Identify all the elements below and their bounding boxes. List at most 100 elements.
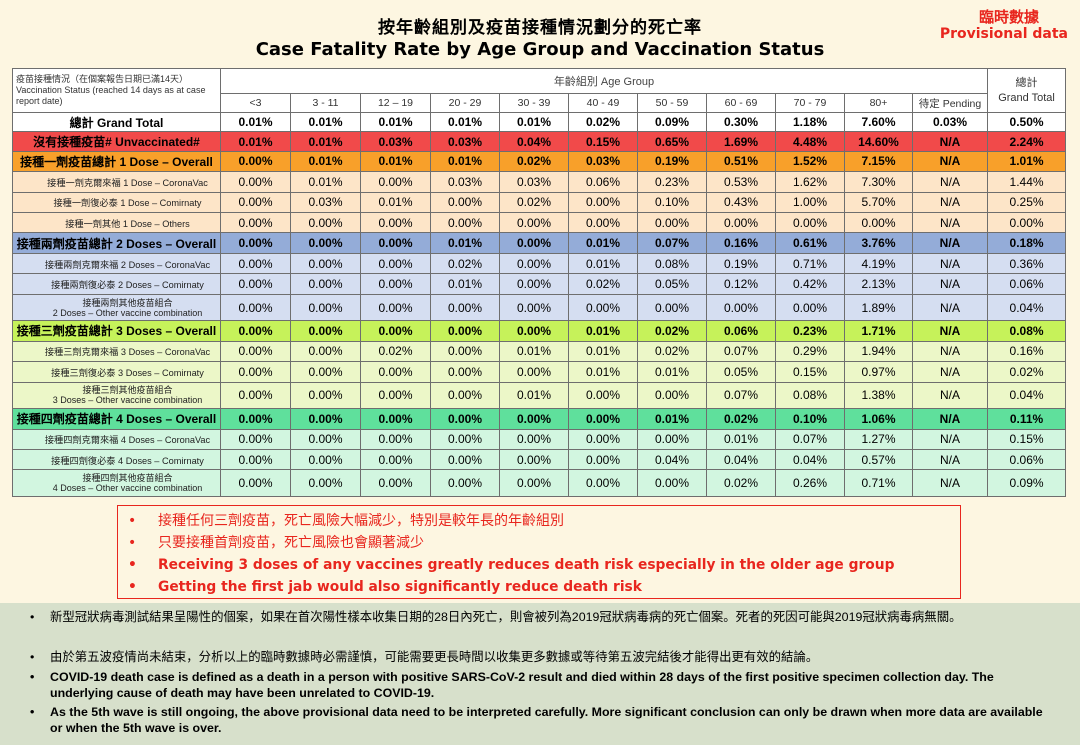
row-label: 接種四劑復必泰 4 Doses – Comirnaty [12, 448, 221, 471]
header: 按年齡組別及疫苗接種情況劃分的死亡率 Case Fatality Rate by… [0, 0, 1080, 66]
rate-cell: 0.03% [290, 191, 361, 214]
rate-cell: 0.00% [499, 273, 569, 295]
rate-cell: 0.00% [290, 273, 361, 295]
age-group-col-header: 12 – 19 [360, 93, 431, 113]
rate-cell: 0.01% [499, 111, 569, 133]
row-label: 接種兩劑復必泰 2 Doses – Comirnaty [12, 273, 221, 295]
rate-cell: 0.06% [568, 171, 638, 193]
rate-cell: 0.04% [499, 131, 569, 152]
grand-total-cell: 1.01% [987, 150, 1067, 173]
rate-cell: N/A [911, 428, 989, 450]
rate-cell: 0.01% [290, 111, 361, 133]
provisional-label-en: Provisional data [939, 26, 1068, 42]
table-row: 接種兩劑復必泰 2 Doses – Comirnaty 0.00% 0.00% 0.0… [12, 273, 1067, 295]
rate-cell: 0.01% [220, 111, 291, 133]
rate-cell: N/A [911, 171, 989, 193]
rate-cell: 0.01% [290, 150, 361, 173]
rate-cell: N/A [911, 361, 989, 383]
row-label: 接種四劑其他疫苗組合 4 Doses – Other vaccine combi… [12, 469, 221, 497]
rate-cell: 0.00% [220, 273, 291, 295]
grand-total-cell: 0.04% [987, 293, 1067, 322]
rate-cell: 0.00% [637, 293, 707, 322]
rate-cell: 0.00% [499, 469, 569, 497]
row-label: 接種一劑克爾來福 1 Dose – CoronaVac [12, 171, 221, 193]
rate-cell: 0.00% [220, 340, 291, 363]
key-point: • 接種任何三劑疫苗，死亡風險大幅減少，特別是較年長的年齡組別 [128, 513, 564, 529]
rate-cell: 0.00% [360, 469, 431, 497]
rate-cell: 0.00% [220, 212, 291, 234]
rate-cell: 0.30% [706, 111, 776, 133]
rate-cell: 7.30% [844, 171, 913, 193]
rate-cell: 0.01% [499, 340, 569, 363]
rate-cell: 0.01% [430, 232, 500, 254]
rate-cell: 0.01% [290, 171, 361, 193]
note-item: • 由於第五波疫情尚未結束，分析以上的臨時數據時必需謹慎，可能需要更長時間以收集更… [30, 650, 819, 664]
note-item: • COVID-19 death case is defined as a dea… [30, 670, 994, 700]
rate-cell: N/A [911, 320, 989, 342]
age-group-col-header: 20 - 29 [430, 93, 500, 113]
rate-cell: 1.89% [844, 293, 913, 322]
rate-cell: 0.00% [499, 293, 569, 322]
rate-cell: 0.00% [499, 232, 569, 254]
row-label: 接種三劑克爾來福 3 Doses – CoronaVac [12, 340, 221, 363]
rate-cell: 0.01% [220, 131, 291, 152]
grand-total-cell: 0.08% [987, 320, 1067, 342]
rate-cell: 0.01% [568, 252, 638, 275]
rate-cell: 0.02% [568, 111, 638, 133]
rate-cell: N/A [911, 408, 989, 430]
rate-cell: N/A [911, 273, 989, 295]
rate-cell: 0.00% [430, 408, 500, 430]
rate-cell: 1.71% [844, 320, 913, 342]
rate-cell: 7.60% [844, 111, 913, 133]
rate-cell: 0.01% [499, 381, 569, 410]
rate-cell: 0.01% [360, 150, 431, 173]
grand-total-cell: 0.00% [987, 212, 1067, 234]
rate-cell: 0.00% [499, 448, 569, 471]
rate-cell: 0.00% [430, 361, 500, 383]
rate-cell: 0.00% [290, 212, 361, 234]
row-label: 接種三劑復必泰 3 Doses – Comirnaty [12, 361, 221, 383]
rate-cell: 0.00% [220, 381, 291, 410]
rate-cell: 0.07% [706, 381, 776, 410]
grand-total-cell: 0.25% [987, 191, 1067, 214]
rate-cell: 0.03% [430, 131, 500, 152]
rate-cell: 1.06% [844, 408, 913, 430]
rate-cell: 0.05% [637, 273, 707, 295]
table-body: 總計 Grand Total 0.01% 0.01% 0.01% 0.01% 0.01% 0… [12, 111, 1067, 497]
rate-cell: 0.00% [360, 273, 431, 295]
rate-cell: N/A [911, 212, 989, 234]
rate-cell: 0.00% [430, 469, 500, 497]
rate-cell: 0.00% [220, 171, 291, 193]
age-group-col-header: 待定 Pending [911, 93, 989, 113]
rate-cell: 0.00% [290, 340, 361, 363]
row-label: 接種三劑其他疫苗組合 3 Doses – Other vaccine combi… [12, 381, 221, 410]
rate-cell: 0.00% [706, 212, 776, 234]
rate-cell: 0.01% [637, 408, 707, 430]
row-label: 接種四劑疫苗總計 4 Doses – Overall [12, 408, 221, 430]
rate-cell: 0.04% [637, 448, 707, 471]
rate-cell: 0.09% [637, 111, 707, 133]
rate-cell: 0.00% [220, 232, 291, 254]
rate-cell: 0.07% [775, 428, 845, 450]
rate-cell: 0.00% [499, 408, 569, 430]
note-item: • As the 5th wave is still ongoing, the a… [30, 705, 1043, 735]
rate-cell: 0.00% [290, 361, 361, 383]
rate-cell: 0.97% [844, 361, 913, 383]
rate-cell: N/A [911, 381, 989, 410]
row-label: 接種一劑其他 1 Dose – Others [12, 212, 221, 234]
grand-total-header: 總計 Grand Total [987, 68, 1067, 113]
table-row: 接種四劑復必泰 4 Doses – Comirnaty 0.00% 0.00% 0.0… [12, 448, 1067, 471]
notes-section: • 新型冠狀病毒測試結果呈陽性的個案，如果在首次陽性樣本收集日期的28日內死亡，則… [0, 603, 1080, 745]
rate-cell: 0.07% [706, 340, 776, 363]
rate-cell: 1.27% [844, 428, 913, 450]
rate-cell: 0.00% [360, 232, 431, 254]
rate-cell: 0.00% [290, 381, 361, 410]
rate-cell: N/A [911, 469, 989, 497]
rate-cell: 0.00% [430, 293, 500, 322]
rate-cell: 0.00% [568, 448, 638, 471]
rate-cell: 0.23% [775, 320, 845, 342]
rate-cell: 0.43% [706, 191, 776, 214]
rate-cell: 0.06% [706, 320, 776, 342]
row-label: 沒有接種疫苗# Unvaccinated# [12, 131, 221, 152]
grand-total-cell: 2.24% [987, 131, 1067, 152]
